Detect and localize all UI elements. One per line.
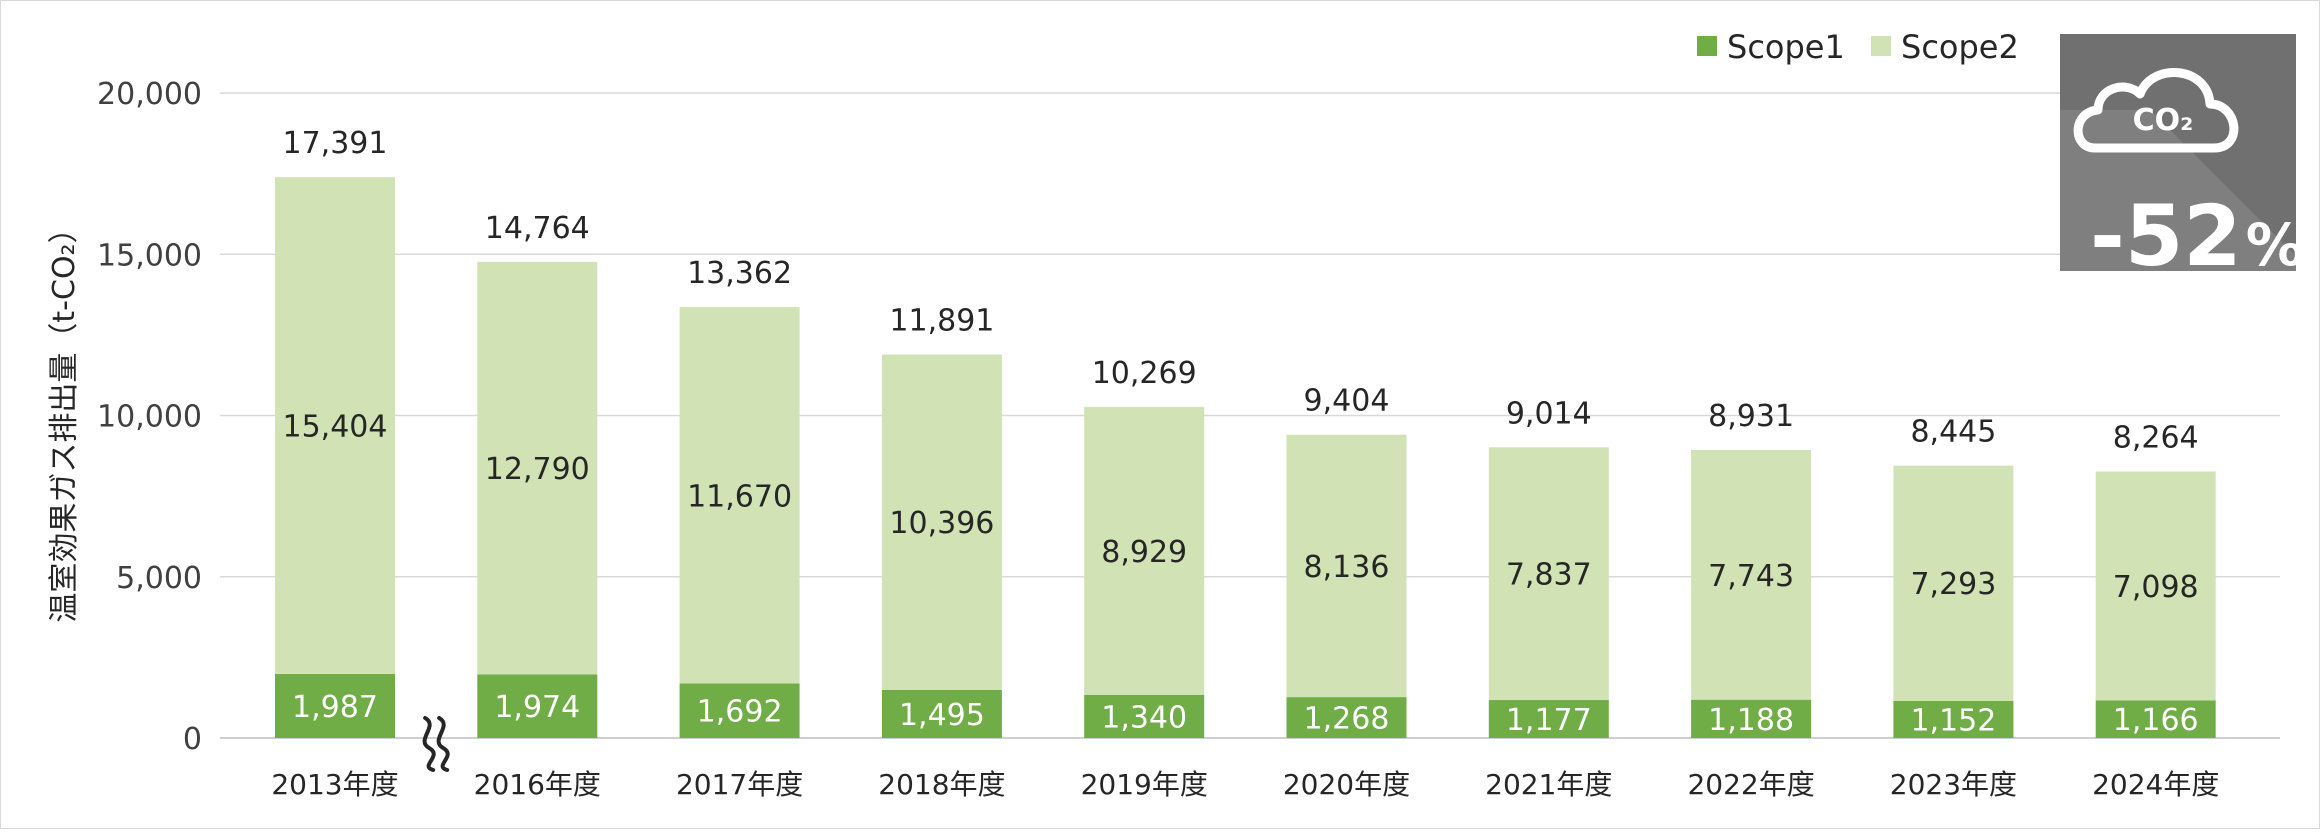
- bar-scope2: [477, 261, 598, 675]
- data-label-total: 17,391: [283, 126, 388, 161]
- data-label-total: 10,269: [1092, 356, 1197, 391]
- legend-label: Scope1: [1727, 28, 1845, 66]
- data-labels: 1,987 15,404 17,391 1,974 12,790 14,764 1,692 1…: [283, 126, 2199, 738]
- data-label-scope1: 1,268: [1304, 702, 1390, 737]
- legend-label: Scope2: [1901, 28, 2019, 66]
- data-label-scope2: 11,670: [687, 479, 792, 514]
- data-label-scope1: 1,177: [1506, 703, 1592, 738]
- data-label-total: 9,014: [1506, 396, 1592, 431]
- x-tick-label: 2018年度: [878, 768, 1005, 801]
- bar-scope1: [1286, 697, 1407, 738]
- data-label-scope2: 7,837: [1506, 558, 1592, 593]
- axis-break-mark: [422, 716, 436, 772]
- bar-scope1: [1488, 700, 1609, 738]
- y-tick-label: 15,000: [97, 238, 202, 273]
- legend-swatch: [1697, 36, 1717, 56]
- data-label-scope1: 1,340: [1101, 700, 1187, 735]
- bar-scope2: [1084, 406, 1205, 695]
- y-axis-label: 温室効果ガス排出量（t-CO₂）: [47, 213, 82, 622]
- co2-cloud-icon: CO₂: [2073, 68, 2239, 153]
- data-label-total: 13,362: [687, 256, 792, 291]
- legend-swatch: [1871, 36, 1891, 56]
- data-label-scope1: 1,495: [899, 698, 985, 733]
- x-tick-label: 2017年度: [676, 768, 803, 801]
- data-label-total: 8,931: [1708, 399, 1794, 434]
- data-label-scope1: 1,166: [2113, 703, 2199, 738]
- x-tick-label: 2013年度: [271, 768, 398, 801]
- badge-value-unit: %: [2246, 211, 2304, 279]
- x-tick-label: 2024年度: [2092, 768, 2219, 801]
- x-tick-label: 2016年度: [474, 768, 601, 801]
- co2-icon-label: CO₂: [2133, 103, 2194, 138]
- data-label-scope2: 10,396: [889, 506, 994, 541]
- bar-scope2: [275, 177, 395, 674]
- bar-scope1: [2095, 700, 2216, 738]
- bars: [275, 177, 2216, 738]
- y-tick-label: 10,000: [97, 400, 202, 435]
- data-label-scope2: 15,404: [283, 410, 388, 445]
- badge-value-number: -52: [2090, 187, 2242, 285]
- reduction-badge: CO₂ -52%: [2060, 34, 2304, 285]
- data-label-scope2: 7,743: [1708, 559, 1794, 594]
- y-axis-ticks: 0 5,000 10,000 15,000 20,000: [97, 77, 202, 757]
- x-tick-label: 2023年度: [1890, 768, 2017, 801]
- bar-scope2: [1691, 449, 1812, 700]
- bar-scope2: [1488, 447, 1609, 701]
- data-label-scope2: 8,929: [1101, 535, 1187, 570]
- data-label-scope2: 7,293: [1910, 567, 1996, 602]
- bar-scope1: [881, 689, 1002, 738]
- data-label-total: 14,764: [485, 211, 590, 246]
- bar-scope1: [679, 683, 800, 738]
- bar-scope2: [1286, 434, 1407, 698]
- axis-break-mark: [436, 716, 450, 772]
- bar-scope1: [275, 673, 395, 738]
- data-label-scope1: 1,152: [1910, 703, 1996, 738]
- data-label-scope2: 8,136: [1304, 550, 1390, 585]
- x-tick-label: 2020年度: [1283, 768, 1410, 801]
- bar-scope2: [881, 354, 1002, 690]
- data-label-total: 9,404: [1304, 384, 1390, 419]
- legend: Scope1 Scope2: [1697, 28, 2019, 66]
- data-label-scope2: 7,098: [2113, 570, 2199, 605]
- data-label-scope1: 1,974: [494, 690, 580, 725]
- x-axis-ticks: 2013年度 2016年度 2017年度 2018年度 2019年度 2020年度 2021…: [271, 768, 2219, 801]
- x-tick-label: 2021年度: [1485, 768, 1612, 801]
- bar-scope1: [1084, 694, 1205, 738]
- data-label-scope1: 1,987: [292, 690, 378, 725]
- badge-value: -52%: [2090, 187, 2304, 285]
- x-tick-label: 2022年度: [1687, 768, 1814, 801]
- x-tick-label: 2019年度: [1081, 768, 1208, 801]
- y-tick-label: 5,000: [116, 561, 202, 596]
- data-label-total: 8,445: [1910, 415, 1996, 450]
- data-label-scope1: 1,692: [697, 695, 783, 730]
- data-label-total: 11,891: [889, 304, 994, 339]
- y-tick-label: 0: [183, 722, 202, 757]
- data-label-scope2: 12,790: [485, 452, 590, 487]
- bar-scope1: [1691, 699, 1812, 738]
- data-label-total: 8,264: [2113, 420, 2199, 455]
- bar-scope1: [1893, 700, 2014, 738]
- bar-scope2: [1893, 465, 2014, 701]
- bar-scope2: [2095, 471, 2216, 701]
- bar-scope1: [477, 674, 598, 738]
- y-tick-label: 20,000: [97, 77, 202, 112]
- axis-break-icon: [422, 716, 450, 772]
- data-label-scope1: 1,188: [1708, 703, 1794, 738]
- bar-scope2: [679, 307, 800, 684]
